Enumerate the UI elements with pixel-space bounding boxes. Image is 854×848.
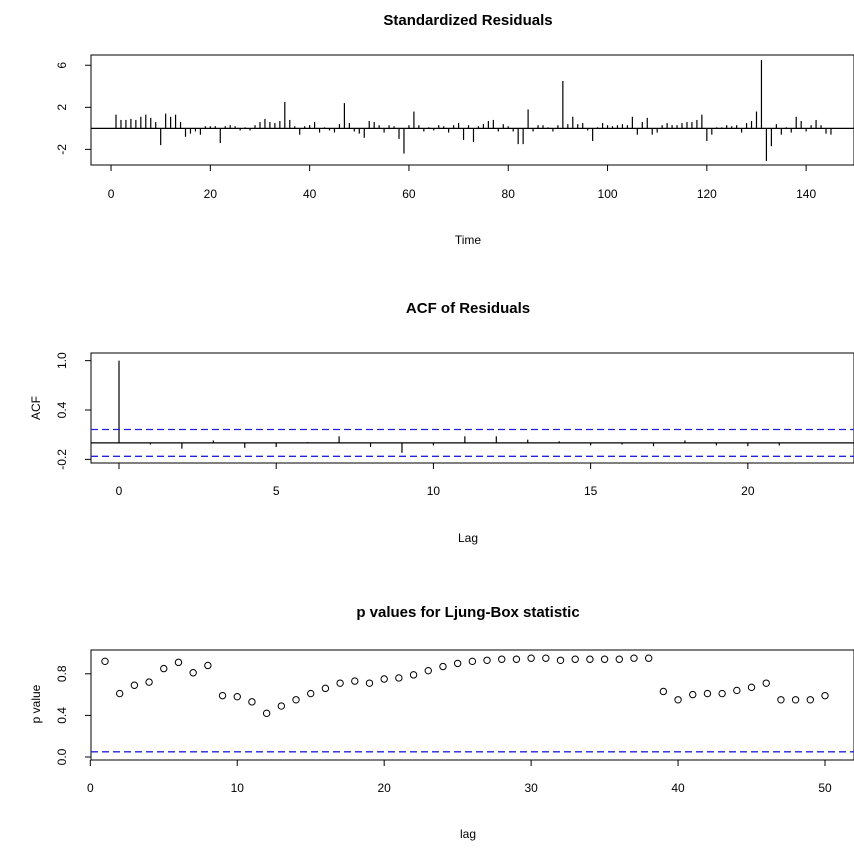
acf-plot-area: 0 5 10 15 20 -0.2 0.4 1.0 (55, 352, 854, 498)
y-tick-label: 0.0 (55, 748, 69, 765)
y-tick-label: 1.0 (55, 352, 69, 369)
p-value-point (115, 689, 124, 698)
p-value-point (630, 654, 638, 662)
p-value-point (145, 678, 153, 686)
x-tick-label: 15 (584, 484, 598, 498)
p-value-point (248, 698, 256, 706)
p-value-point (777, 696, 785, 704)
p-value-point (556, 656, 565, 664)
residuals-panel: Standardized Residuals 0 20 40 60 80 100 120 14… (55, 12, 854, 247)
p-value-point (424, 666, 432, 675)
residuals-title: Standardized Residuals (383, 12, 552, 29)
y-tick-label: 0.8 (55, 665, 69, 682)
y-tick-label: 2 (55, 104, 69, 111)
x-tick-label: 60 (402, 187, 416, 201)
x-tick-label: 120 (697, 187, 717, 201)
p-value-point (542, 654, 550, 662)
x-tick-label: 20 (204, 187, 218, 201)
p-value-point (409, 671, 418, 679)
ljung-box-plot-area: 0 10 20 30 40 50 0.0 0.4 0.8 (55, 654, 854, 795)
p-value-point (395, 674, 403, 682)
p-value-point (453, 659, 462, 668)
x-tick-label: 100 (598, 187, 618, 201)
x-tick-label: 10 (231, 781, 245, 795)
ljung-box-x-axis-label: lag (460, 827, 476, 841)
p-value-point (571, 655, 579, 663)
p-value-point (365, 679, 374, 687)
x-tick-label: 30 (524, 781, 538, 795)
ljung-box-title: p values for Ljung-Box statistic (356, 604, 579, 621)
p-value-point (644, 654, 653, 662)
p-value-point (600, 655, 609, 663)
p-value-point (130, 681, 139, 689)
ljung-box-y-axis-label: p value (29, 684, 43, 723)
x-tick-label: 5 (273, 484, 280, 498)
p-value-point (586, 655, 594, 663)
acf-panel: ACF of Residuals 0 5 10 15 20-0.20.41.0 Lag … (29, 300, 854, 545)
p-value-point (321, 684, 330, 693)
p-value-point (527, 654, 535, 662)
residuals-x-axis-label: Time (455, 233, 482, 247)
p-value-point (498, 655, 506, 663)
x-tick-label: 20 (741, 484, 755, 498)
p-value-point (747, 683, 756, 692)
p-value-point (659, 687, 668, 696)
x-tick-label: 50 (818, 781, 832, 795)
p-value-point (307, 689, 315, 698)
p-value-point (351, 677, 359, 685)
acf-x-axis-label: Lag (458, 531, 478, 545)
y-tick-label: -0.2 (55, 449, 69, 470)
x-tick-label: 80 (502, 187, 516, 201)
p-value-point (277, 702, 286, 710)
p-value-point (821, 691, 829, 700)
p-value-point (718, 689, 726, 698)
p-value-point (336, 679, 344, 687)
p-value-point (674, 696, 682, 704)
ljung-box-plot-frame (90, 649, 854, 761)
x-tick-label: 0 (116, 484, 123, 498)
p-value-point (762, 679, 770, 687)
p-value-point (101, 657, 109, 666)
x-tick-label: 20 (378, 781, 392, 795)
x-tick-label: 0 (108, 187, 115, 201)
p-value-point (806, 696, 815, 704)
p-value-point (689, 690, 697, 699)
p-value-point (439, 662, 447, 671)
x-tick-label: 40 (303, 187, 317, 201)
p-value-point (468, 657, 477, 666)
p-value-point (733, 686, 741, 695)
p-value-point (160, 664, 168, 673)
p-value-point (615, 655, 623, 663)
x-tick-label: 140 (796, 187, 816, 201)
p-value-point (512, 655, 521, 663)
acf-title: ACF of Residuals (406, 300, 530, 317)
acf-plot-frame (90, 352, 854, 464)
x-tick-label: 40 (671, 781, 685, 795)
p-value-point (791, 696, 800, 704)
residuals-plot-area: 0 20 40 60 80 100 120 140 -2 2 6 (55, 60, 854, 201)
p-value-point (292, 696, 300, 704)
p-value-point (380, 675, 388, 683)
p-value-point (703, 689, 712, 698)
p-value-point (262, 709, 271, 718)
p-value-point (233, 692, 241, 701)
y-tick-label: -2 (55, 144, 69, 155)
p-value-point (189, 669, 197, 677)
y-tick-label: 0.4 (55, 707, 69, 724)
acf-y-axis-label: ACF (29, 396, 43, 420)
y-tick-label: 0.4 (55, 401, 69, 418)
ljung-box-panel: p values for Ljung-Box statistic 0 10 20 30… (29, 604, 854, 841)
p-value-point (218, 691, 227, 700)
residuals-plot-frame (90, 54, 854, 166)
p-value-point (174, 658, 183, 667)
p-value-point (483, 656, 491, 664)
p-value-point (204, 661, 212, 670)
x-tick-label: 0 (87, 781, 94, 795)
x-tick-label: 10 (427, 484, 441, 498)
y-tick-label: 6 (55, 62, 69, 69)
